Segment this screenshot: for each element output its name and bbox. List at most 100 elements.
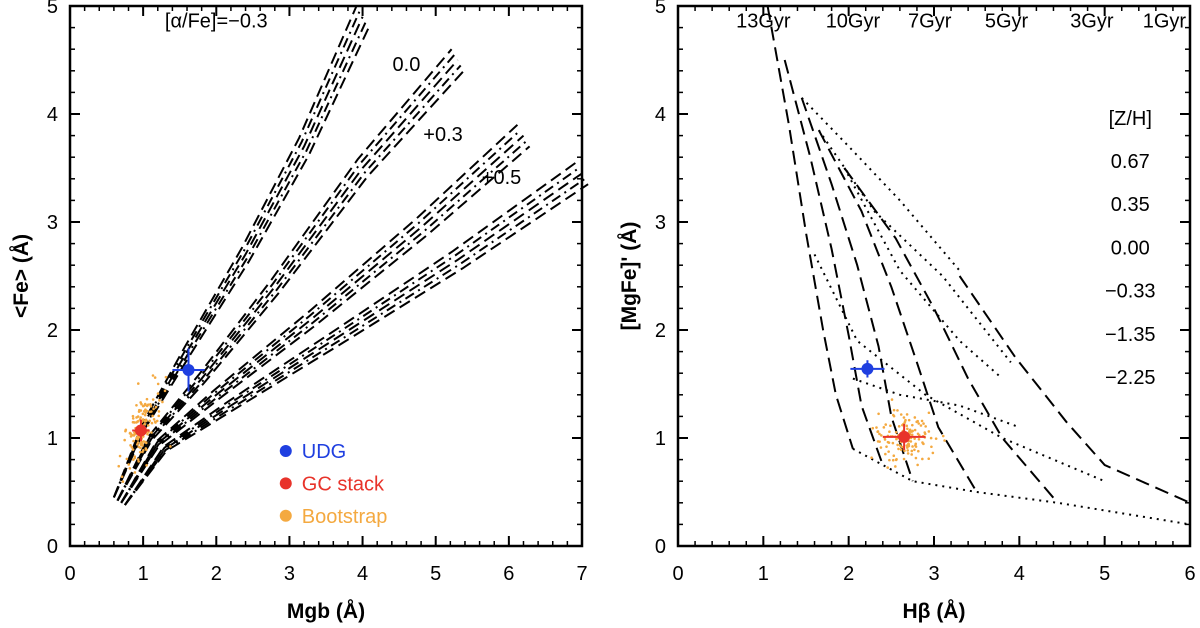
- x-tick-label: 2: [843, 563, 854, 585]
- bootstrap-point: [896, 409, 899, 412]
- model-track: [112, 27, 370, 498]
- bootstrap-point: [870, 456, 873, 460]
- bootstrap-point: [139, 401, 142, 404]
- legend-marker: [279, 445, 292, 457]
- gc-stack-point: [134, 424, 147, 437]
- bootstrap-point: [898, 444, 902, 447]
- bootstrap-point: [133, 456, 137, 460]
- bootstrap-point: [910, 453, 913, 456]
- bootstrap-point: [886, 466, 889, 469]
- track-label: [α/Fe]=−0.3: [165, 11, 268, 33]
- bootstrap-point: [913, 437, 916, 440]
- bootstrap-point: [934, 437, 938, 440]
- bootstrap-point: [891, 441, 895, 445]
- bootstrap-point: [897, 447, 900, 451]
- model-track: [112, 16, 364, 498]
- bootstrap-point: [919, 424, 923, 427]
- track-label: +0.3: [423, 124, 462, 146]
- bootstrap-point: [135, 437, 138, 441]
- bootstrap-point: [146, 432, 149, 436]
- bootstrap-point: [885, 445, 888, 448]
- age-label: 3Gyr: [1070, 11, 1114, 33]
- gc-stack-point: [898, 430, 911, 443]
- iso-age-line: [783, 59, 884, 466]
- iso-metal-line: [843, 167, 1003, 380]
- bootstrap-point: [156, 392, 160, 395]
- bootstrap-point: [916, 463, 919, 467]
- bootstrap-point: [158, 399, 161, 402]
- bootstrap-point: [161, 400, 164, 404]
- bootstrap-point: [124, 428, 128, 432]
- bootstrap-point: [128, 467, 132, 470]
- bootstrap-point: [908, 428, 912, 432]
- iso-age-line: [843, 167, 1059, 504]
- bootstrap-point: [131, 417, 135, 420]
- bootstrap-point: [927, 430, 931, 433]
- age-label: 10Gyr: [826, 11, 881, 33]
- model-track: [120, 145, 531, 504]
- bootstrap-point: [894, 430, 898, 434]
- left-panel: 0 1 2 3 4 5 6 7 0 1 2 3 4 5 Mgb (Å) <Fe> (Å) [α/Fe]=−0.3…: [9, 0, 589, 623]
- x-tick-label: 5: [430, 563, 441, 585]
- age-label: 1Gyr: [1143, 11, 1187, 33]
- bootstrap-point: [914, 445, 918, 448]
- y-tick-label: 2: [47, 320, 58, 342]
- bootstrap-point: [892, 408, 896, 412]
- bootstrap-point: [141, 418, 145, 421]
- legend-label: UDG: [302, 441, 346, 463]
- bootstrap-point: [169, 445, 172, 448]
- bootstrap-point: [135, 404, 138, 407]
- bootstrap-point: [146, 424, 150, 427]
- bootstrap-point: [880, 434, 883, 437]
- x-tick-label: 3: [284, 563, 295, 585]
- bootstrap-point: [894, 458, 898, 462]
- iso-metal-line: [817, 129, 1012, 364]
- model-track: [120, 134, 525, 504]
- x-tick-label: 6: [1184, 563, 1195, 585]
- bootstrap-point: [141, 404, 145, 408]
- bootstrap-point: [920, 419, 924, 423]
- metallicity-label: −2.25: [1105, 367, 1156, 389]
- legend-label: GC stack: [302, 473, 385, 495]
- bootstrap-point: [135, 416, 138, 419]
- iso-metal-line: [813, 253, 1106, 483]
- bootstrap-point: [133, 421, 136, 424]
- model-track: [124, 172, 583, 506]
- metallicity-label: −1.35: [1105, 324, 1156, 346]
- bootstrap-point: [905, 446, 909, 449]
- plot-frame: [68, 4, 584, 548]
- model-track: [124, 161, 577, 506]
- bootstrap-point: [877, 412, 880, 416]
- metallicity-label: 0.67: [1111, 151, 1150, 173]
- bootstrap-point: [905, 413, 909, 416]
- bootstrap-point: [894, 465, 897, 468]
- model-track: [124, 177, 586, 506]
- x-tick-label: 4: [357, 563, 368, 585]
- x-tick-label: 0: [64, 563, 75, 585]
- bootstrap-point: [133, 471, 137, 474]
- bootstrap-point: [914, 456, 918, 460]
- age-label: 7Gyr: [908, 11, 952, 33]
- bootstrap-point: [927, 411, 931, 415]
- bootstrap-point: [879, 446, 883, 449]
- bootstrap-point: [884, 423, 888, 426]
- legend-marker: [279, 477, 292, 490]
- bootstrap-point: [892, 414, 896, 418]
- bootstrap-point: [139, 443, 143, 446]
- x-tick-label: 6: [503, 563, 514, 585]
- iso-age-line: [766, 5, 854, 450]
- bootstrap-point: [910, 449, 914, 453]
- bootstrap-point: [882, 426, 886, 429]
- bootstrap-point: [927, 457, 931, 461]
- bootstrap-point: [902, 416, 906, 419]
- bootstrap-point: [137, 460, 140, 463]
- metallicity-label: 0.00: [1111, 237, 1150, 259]
- bootstrap-point: [892, 454, 896, 458]
- bootstrap-point: [117, 464, 121, 468]
- metallicity-title: [Z/H]: [1109, 108, 1152, 130]
- bootstrap-point: [876, 430, 880, 433]
- bootstrap-point: [123, 438, 126, 442]
- bootstrap-point: [923, 432, 927, 436]
- bootstrap-point: [163, 389, 167, 393]
- model-track: [124, 167, 580, 506]
